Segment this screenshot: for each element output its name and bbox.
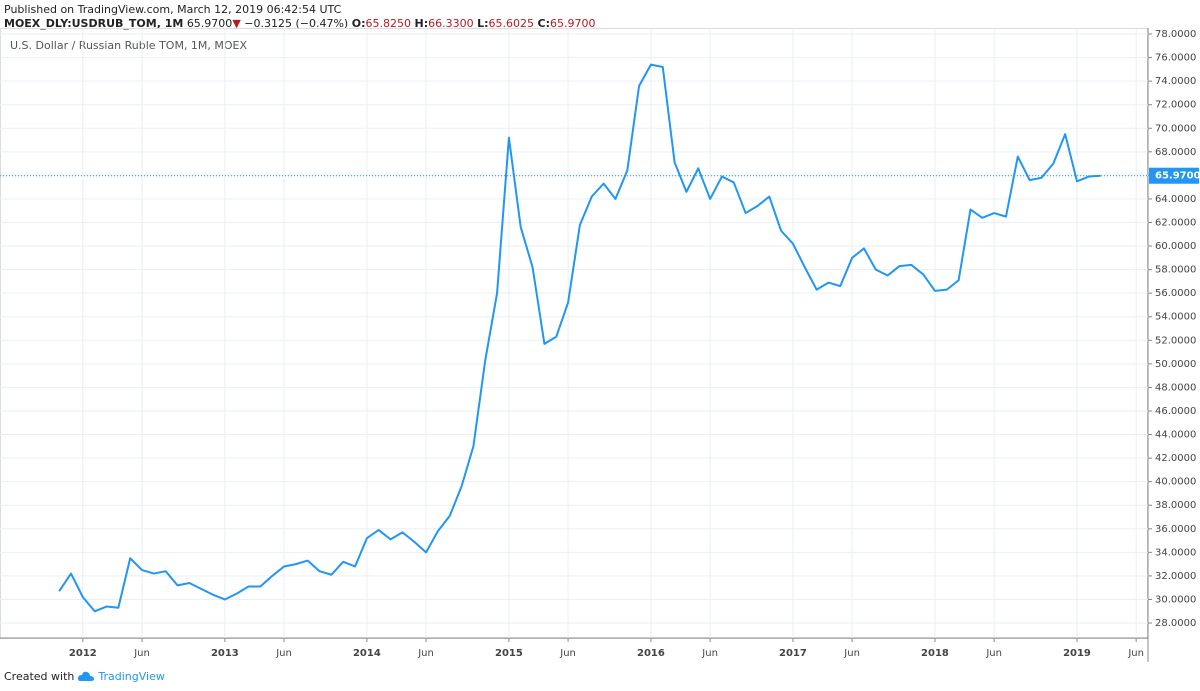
y-tick-label: 52.0000 — [1155, 335, 1196, 346]
y-tick-label: 36.0000 — [1155, 524, 1196, 535]
x-tick-label: 2013 — [211, 648, 239, 659]
x-tick-label: Jun — [1127, 648, 1144, 659]
change-arrow: ▼ — [232, 17, 241, 30]
y-tick-label: 58.0000 — [1155, 265, 1196, 276]
y-tick-label: 56.0000 — [1155, 288, 1196, 299]
footer: Created with TradingView — [4, 670, 165, 683]
y-tick-label: 46.0000 — [1155, 406, 1196, 417]
low-label: L: — [477, 17, 489, 30]
y-tick-label: 42.0000 — [1155, 453, 1196, 464]
y-tick-label: 28.0000 — [1155, 618, 1196, 629]
x-tick-label: Jun — [843, 648, 860, 659]
x-tick-label: Jun — [417, 648, 434, 659]
x-tick-label: 2019 — [1063, 648, 1091, 659]
created-with: Created with — [4, 670, 75, 683]
y-tick-label: 64.0000 — [1155, 194, 1196, 205]
last-price-label: 65.9700 — [1155, 171, 1200, 182]
x-tick-label: 2015 — [495, 648, 523, 659]
y-tick-label: 60.0000 — [1155, 241, 1196, 252]
y-tick-label: 50.0000 — [1155, 359, 1196, 370]
low: 65.6025 — [488, 17, 535, 30]
published-note: Published on TradingView.com, March 12, … — [4, 3, 342, 16]
y-tick-label: 32.0000 — [1155, 571, 1196, 582]
x-tick-label: 2012 — [69, 648, 97, 659]
y-tick-label: 34.0000 — [1155, 547, 1196, 558]
y-tick-label: 30.0000 — [1155, 594, 1196, 605]
y-tick-label: 62.0000 — [1155, 217, 1196, 228]
brand-logo — [78, 671, 95, 681]
x-tick-label: 2018 — [921, 648, 949, 659]
close-label: C: — [537, 17, 550, 30]
high: 66.3300 — [428, 17, 474, 30]
brand: TradingView — [98, 670, 165, 683]
change: −0.3125 (−0.47%) — [244, 17, 349, 30]
y-tick-label: 44.0000 — [1155, 430, 1196, 441]
last-price: 65.9700 — [186, 17, 233, 30]
x-tick-label: Jun — [133, 648, 150, 659]
y-tick-label: 76.0000 — [1155, 53, 1196, 64]
chart: U.S. Dollar / Russian Ruble TOM, 1M, MOE… — [0, 28, 1200, 662]
open: 65.8250 — [365, 17, 411, 30]
close: 65.9700 — [550, 17, 596, 30]
x-tick-label: Jun — [559, 648, 576, 659]
y-tick-label: 74.0000 — [1155, 76, 1196, 87]
x-tick-label: Jun — [985, 648, 1002, 659]
y-tick-label: 70.0000 — [1155, 123, 1196, 134]
last-price-box — [1149, 167, 1199, 184]
chart-title: U.S. Dollar / Russian Ruble TOM, 1M, MOE… — [10, 39, 248, 52]
x-tick-label: 2017 — [779, 648, 807, 659]
y-tick-label: 38.0000 — [1155, 500, 1196, 511]
symbol: MOEX_DLY:USDRUB_TOM, 1M — [4, 17, 184, 30]
y-tick-label: 72.0000 — [1155, 100, 1196, 111]
symbol-bar: MOEX_DLY:USDRUB_TOM, 1M 65.9700▼ −0.3125… — [4, 17, 596, 30]
y-tick-label: 40.0000 — [1155, 477, 1196, 488]
series-line — [58, 63, 1101, 613]
x-tick-label: 2014 — [353, 648, 381, 659]
x-tick-label: 2016 — [637, 648, 665, 659]
high-label: H: — [414, 17, 429, 30]
y-tick-label: 54.0000 — [1155, 312, 1196, 323]
y-tick-label: 68.0000 — [1155, 147, 1196, 158]
plot-frame — [0, 28, 1148, 639]
x-tick-label: Jun — [701, 648, 718, 659]
y-tick-label: 78.0000 — [1155, 29, 1196, 40]
x-tick-label: Jun — [275, 648, 292, 659]
open-label: O: — [351, 17, 366, 30]
y-tick-label: 48.0000 — [1155, 382, 1196, 393]
